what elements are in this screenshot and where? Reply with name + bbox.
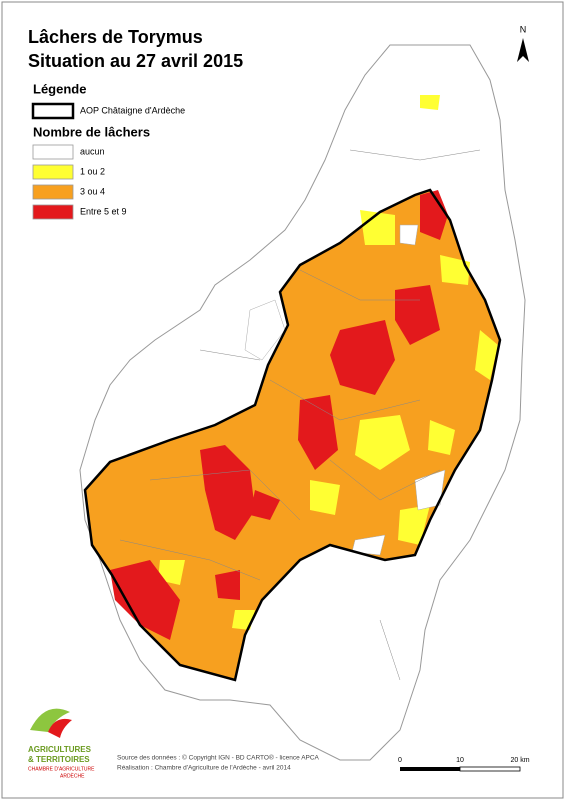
legend-label: 3 ou 4 xyxy=(80,186,105,196)
legend-classes: aucun 1 ou 2 3 ou 4 Entre 5 et 9 xyxy=(32,144,127,220)
title: Lâchers de Torymus xyxy=(28,27,203,47)
logo-text: & TERRITOIRES xyxy=(28,755,90,764)
legend-label: aucun xyxy=(80,146,105,156)
commune-boundaries xyxy=(119,149,481,681)
north-label: N xyxy=(520,24,527,34)
source: Réalisation : Chambre d'Agriculture de l… xyxy=(117,765,291,772)
logo-leaf xyxy=(30,708,70,732)
legend-label: AOP Châtaigne d'Ardèche xyxy=(80,105,185,115)
legend-swatch xyxy=(32,184,74,200)
logo-text: ARDÈCHE xyxy=(60,772,85,779)
logo-text: CHAMBRE D'AGRICULTURE xyxy=(28,766,95,772)
legend-swatch xyxy=(32,144,74,160)
subtitle: Situation au 27 avril 2015 xyxy=(28,51,243,71)
white-zones xyxy=(244,224,446,556)
scale-segment xyxy=(400,767,460,771)
legend-subheading: Nombre de lâchers xyxy=(33,124,150,139)
logo-text: AGRICULTURES xyxy=(28,745,92,754)
legend-label: 1 ou 2 xyxy=(80,166,105,176)
aop-border xyxy=(83,188,502,682)
north-arrow xyxy=(517,38,529,62)
logo-leaf xyxy=(48,718,72,738)
legend-swatch xyxy=(31,102,75,120)
scale-segment xyxy=(459,766,521,772)
legend-heading: Légende xyxy=(33,81,86,96)
scale-label: 0 xyxy=(398,757,402,764)
scale-label: 10 xyxy=(456,757,464,764)
scale-label: 20 km xyxy=(510,757,529,764)
red-zones xyxy=(110,190,448,640)
legend-label: Entre 5 et 9 xyxy=(80,206,127,216)
source: Source des données : © Copyright IGN - B… xyxy=(117,754,320,762)
legend-swatch xyxy=(32,204,74,220)
legend-swatch xyxy=(32,164,74,180)
scale-bar: 0 10 20 km xyxy=(398,757,530,772)
